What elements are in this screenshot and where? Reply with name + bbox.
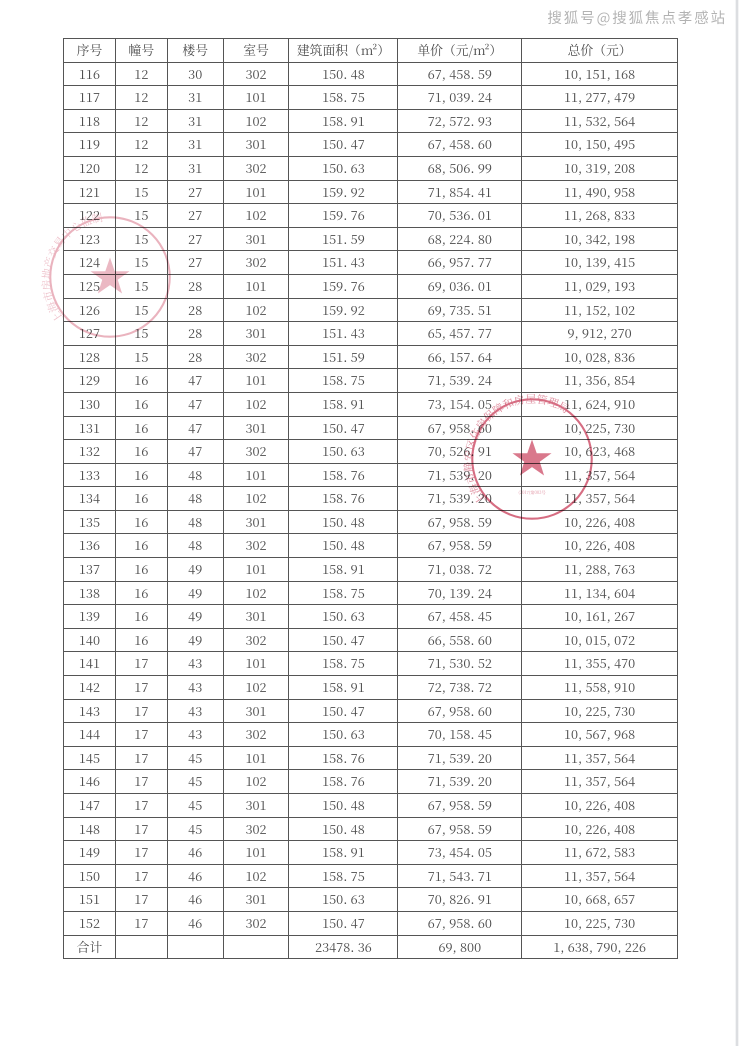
svg-text:上海市房地产交易中心监制: 上海市房地产交易中心监制 (40, 210, 104, 325)
svg-text:(2017)第003号: (2017)第003号 (518, 489, 545, 496)
svg-text:上海市静安区住房保障和房屋管理局: 上海市静安区住房保障和房屋管理局 (462, 392, 572, 508)
